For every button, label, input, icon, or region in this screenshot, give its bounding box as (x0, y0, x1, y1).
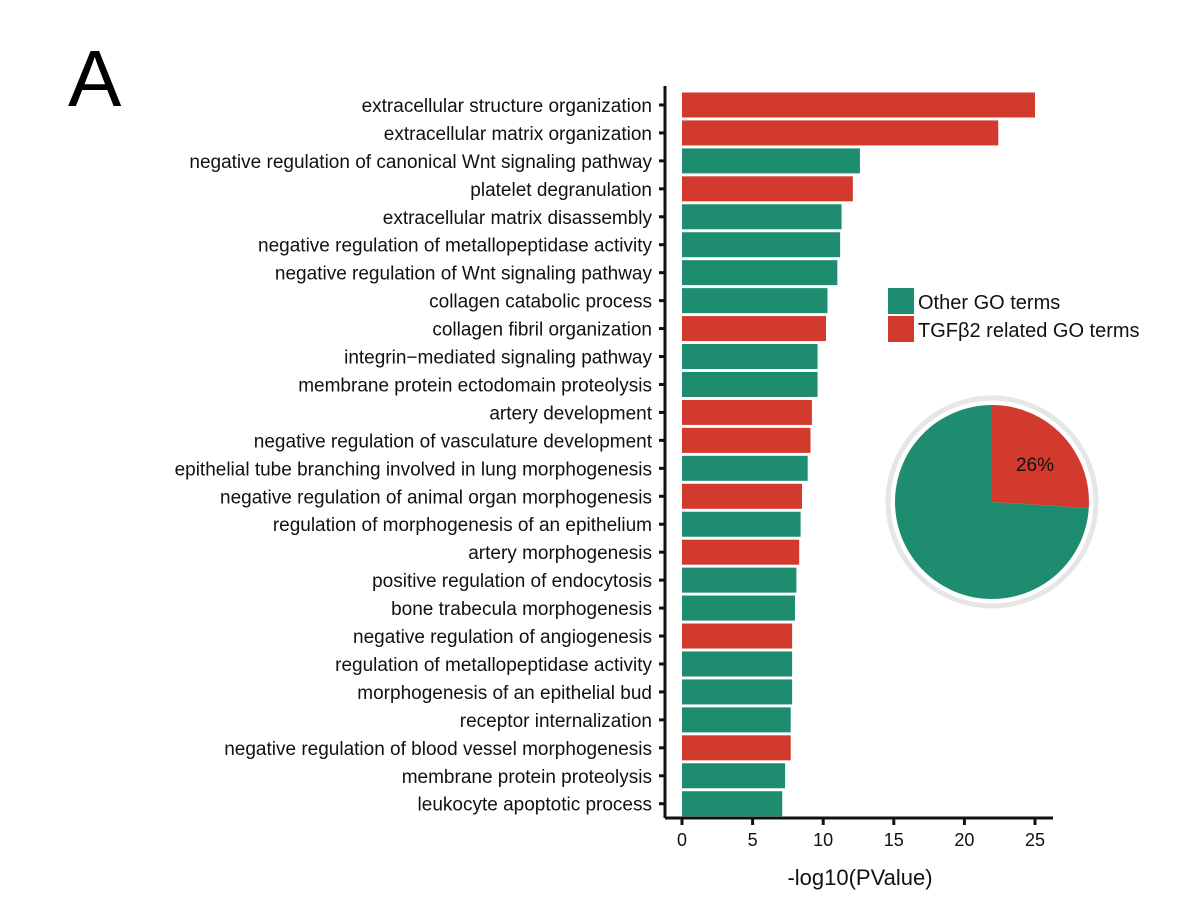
legend-swatch-other (888, 288, 914, 314)
x-axis-title: -log10(PValue) (787, 865, 932, 890)
term-label-bone-trabecula-morphogenesis: bone trabecula morphogenesis (391, 599, 652, 620)
pie-outer-ring (885, 395, 1099, 609)
term-label-receptor-internalization: receptor internalization (460, 711, 652, 732)
pie-percent-label: 26% (1016, 455, 1054, 476)
bar-morphogenesis-of-an-epithelial-bud (682, 679, 793, 705)
term-label-negative-regulation-of-wnt-signaling-pathway: negative regulation of Wnt signaling pat… (275, 264, 653, 285)
x-tick-label: 5 (748, 830, 758, 850)
bar-negative-regulation-of-vasculature-development (682, 427, 811, 453)
x-tick-label: 25 (1025, 830, 1045, 850)
term-label-artery-development: artery development (489, 403, 652, 424)
term-label-negative-regulation-of-metallopeptidase-activity: negative regulation of metallopeptidase … (258, 236, 652, 257)
term-label-extracellular-matrix-organization: extracellular matrix organization (384, 124, 652, 145)
bar-extracellular-structure-organization (682, 92, 1035, 118)
bar-artery-morphogenesis (682, 539, 800, 565)
legend-label-other: Other GO terms (918, 292, 1060, 314)
panel-label: A (68, 34, 122, 123)
bar-platelet-degranulation (682, 176, 853, 202)
term-label-positive-regulation-of-endocytosis: positive regulation of endocytosis (372, 571, 652, 592)
bar-negative-regulation-of-animal-organ-morphogenesis (682, 483, 803, 509)
bar-membrane-protein-proteolysis (682, 763, 786, 789)
term-label-collagen-fibril-organization: collagen fibril organization (432, 320, 652, 341)
bar-positive-regulation-of-endocytosis (682, 567, 797, 593)
term-label-integrin-mediated-signaling-pathway: integrin−mediated signaling pathway (344, 348, 652, 369)
bar-integrin-mediated-signaling-pathway (682, 344, 818, 370)
bar-epithelial-tube-branching-involved-in-lung-morphogenesis (682, 455, 808, 481)
bar-negative-regulation-of-wnt-signaling-pathway (682, 260, 838, 286)
bar-artery-development (682, 399, 812, 425)
legend-swatch-tgfb2 (888, 316, 914, 342)
term-label-artery-morphogenesis: artery morphogenesis (468, 543, 652, 564)
legend-label-tgfb2: TGFβ2 related GO terms (918, 320, 1140, 342)
term-label-negative-regulation-of-canonical-wnt-signaling-pathway: negative regulation of canonical Wnt sig… (189, 152, 652, 173)
bar-regulation-of-morphogenesis-of-an-epithelium (682, 511, 801, 537)
term-label-leukocyte-apoptotic-process: leukocyte apoptotic process (418, 795, 652, 816)
term-label-negative-regulation-of-angiogenesis: negative regulation of angiogenesis (353, 627, 652, 648)
bar-negative-regulation-of-blood-vessel-morphogenesis (682, 735, 791, 761)
bar-leukocyte-apoptotic-process (682, 791, 783, 817)
bar-series (682, 92, 1035, 817)
x-tick-label: 15 (884, 830, 904, 850)
x-tick-label: 10 (813, 830, 833, 850)
bar-extracellular-matrix-disassembly (682, 204, 842, 230)
term-label-regulation-of-morphogenesis-of-an-epithelium: regulation of morphogenesis of an epithe… (273, 515, 652, 536)
term-label-negative-regulation-of-animal-organ-morphogenesis: negative regulation of animal organ morp… (220, 487, 652, 508)
bar-negative-regulation-of-angiogenesis (682, 623, 793, 649)
bar-extracellular-matrix-organization (682, 120, 999, 146)
pie-slice-other (895, 405, 1089, 599)
term-label-extracellular-matrix-disassembly: extracellular matrix disassembly (383, 208, 653, 229)
term-label-negative-regulation-of-blood-vessel-morphogenesis: negative regulation of blood vessel morp… (224, 739, 652, 760)
term-label-extracellular-structure-organization: extracellular structure organization (362, 96, 652, 117)
term-label-morphogenesis-of-an-epithelial-bud: morphogenesis of an epithelial bud (357, 683, 652, 704)
bar-collagen-catabolic-process (682, 288, 828, 314)
pie-chart: 26% (885, 395, 1099, 609)
bar-membrane-protein-ectodomain-proteolysis (682, 371, 818, 397)
term-label-platelet-degranulation: platelet degranulation (470, 180, 652, 201)
bar-receptor-internalization (682, 707, 791, 733)
term-label-membrane-protein-ectodomain-proteolysis: membrane protein ectodomain proteolysis (298, 375, 652, 396)
term-label-regulation-of-metallopeptidase-activity: regulation of metallopeptidase activity (335, 655, 652, 676)
bar-bone-trabecula-morphogenesis (682, 595, 795, 621)
term-labels: extracellular structure organization extr… (175, 96, 665, 816)
term-label-membrane-protein-proteolysis: membrane protein proteolysis (402, 767, 652, 788)
pie-slice-tgfb2 (992, 405, 1089, 509)
x-tick-label: 20 (954, 830, 974, 850)
bar-negative-regulation-of-canonical-wnt-signaling-pathway (682, 148, 860, 174)
x-axis-ticks: 0 5 10 15 20 25 (677, 818, 1045, 850)
term-label-collagen-catabolic-process: collagen catabolic process (429, 292, 652, 313)
bar-collagen-fibril-organization (682, 316, 827, 342)
term-label-epithelial-tube-branching-involved-in-lung-morphogenesis: epithelial tube branching involved in lu… (175, 459, 652, 480)
bar-regulation-of-metallopeptidase-activity (682, 651, 793, 677)
term-label-negative-regulation-of-vasculature-development: negative regulation of vasculature devel… (254, 431, 653, 452)
x-tick-label: 0 (677, 830, 687, 850)
bar-negative-regulation-of-metallopeptidase-activity (682, 232, 841, 258)
legend: Other GO terms TGFβ2 related GO terms (888, 288, 1140, 342)
